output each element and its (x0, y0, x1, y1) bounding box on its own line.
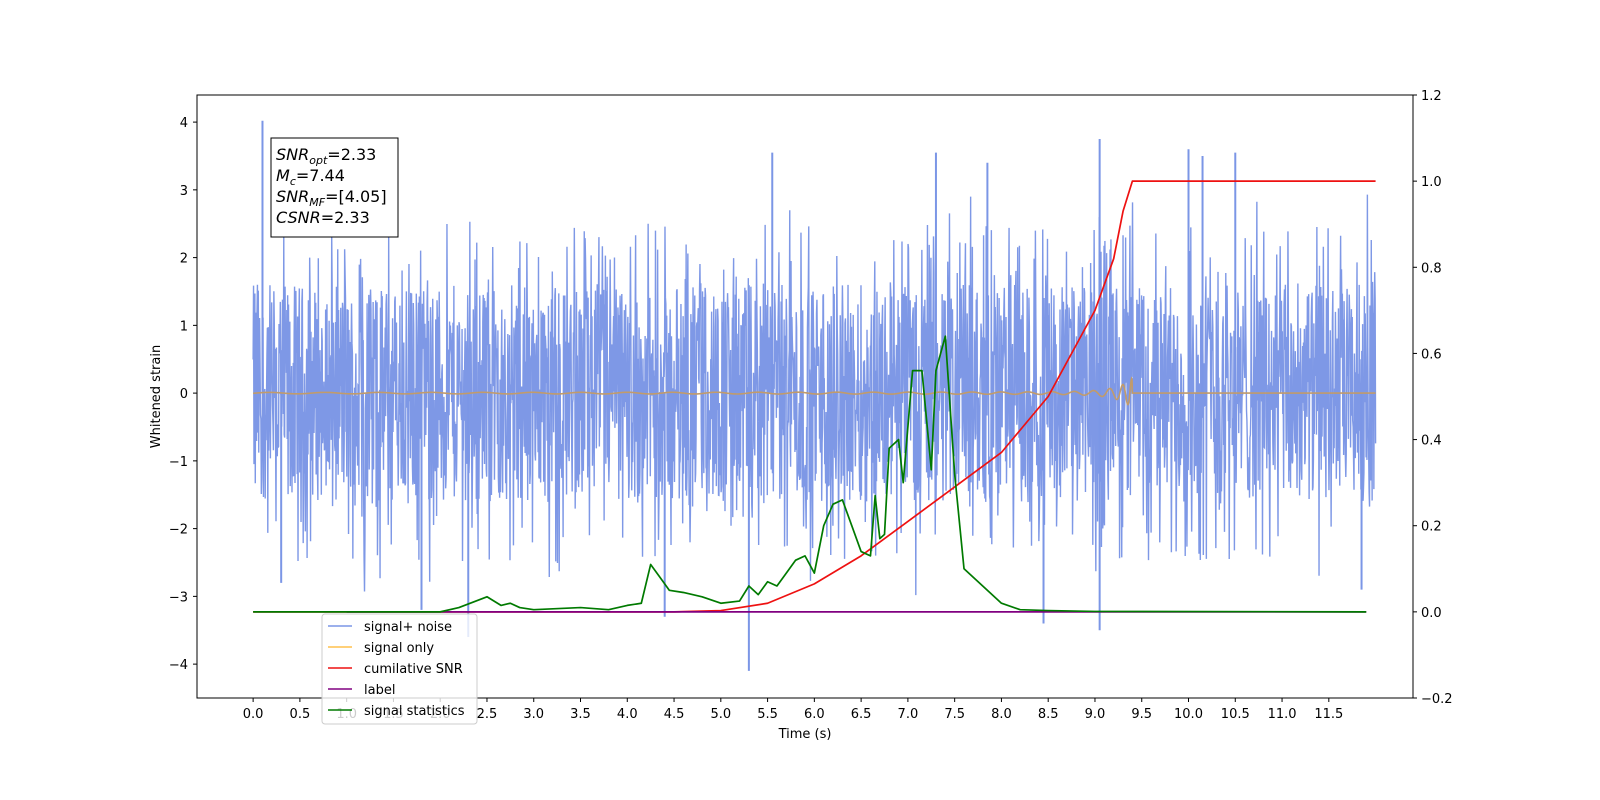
y-tick-label: 4 (180, 116, 188, 131)
series-signal-statistics (253, 335, 1367, 613)
x-tick-label: 0.5 (290, 707, 311, 722)
annotation-line: Mc=7.44 (276, 166, 345, 188)
y-axis-label: Whitened strain (149, 345, 164, 448)
y2-tick-label: 1.0 (1421, 175, 1442, 190)
x-tick-label: 8.0 (991, 707, 1012, 722)
x-tick-label: 9.0 (1085, 707, 1106, 722)
legend-label: signal only (364, 641, 434, 656)
y-tick-label: −3 (169, 590, 188, 605)
y2-tick-label: 0.2 (1421, 520, 1442, 535)
y-tick-label: 0 (180, 387, 188, 402)
x-tick-label: 4.5 (664, 707, 685, 722)
legend-label: signal+ noise (364, 620, 452, 635)
legend-label: label (364, 683, 395, 698)
y-tick-label: 3 (180, 184, 188, 199)
series-signal-noise (252, 194, 1377, 596)
y2-tick-label: −0.2 (1421, 692, 1453, 707)
plot-frame (196, 94, 1414, 699)
annotation-line: CSNR=2.33 (276, 208, 370, 227)
annotation-line: SNRopt=2.33 (276, 145, 376, 167)
y-tick-label: −2 (169, 523, 188, 538)
x-tick-label: 9.5 (1131, 707, 1152, 722)
series-signal-noise-peaks (261, 120, 1363, 671)
y-tick-label: 2 (180, 252, 188, 267)
legend-label: cumilative SNR (364, 662, 463, 677)
x-tick-label: 11.5 (1314, 707, 1343, 722)
x-tick-label: 3.0 (523, 707, 544, 722)
x-axis-label: Time (s) (778, 727, 832, 742)
x-tick-label: 10.5 (1221, 707, 1250, 722)
y2-tick-label: 0.6 (1421, 347, 1442, 362)
x-tick-label: 8.5 (1038, 707, 1059, 722)
x-tick-label: 0.0 (243, 707, 264, 722)
x-tick-label: 10.0 (1174, 707, 1203, 722)
legend: signal+ noise signal only cumilative SNR la… (321, 613, 478, 725)
y-axis-right: −0.2 0.0 0.2 0.4 0.6 0.8 1.0 1.2 (1413, 89, 1453, 707)
x-tick-label: 5.5 (757, 707, 778, 722)
y2-tick-label: 0.8 (1421, 261, 1442, 276)
y2-tick-label: 0.0 (1421, 606, 1442, 621)
annotation-frame (270, 137, 399, 238)
x-tick-label: 6.5 (851, 707, 872, 722)
x-tick-label: 6.0 (804, 707, 825, 722)
x-tick-label: 7.5 (944, 707, 965, 722)
x-tick-label: 3.5 (570, 707, 591, 722)
y2-tick-label: 0.4 (1421, 434, 1442, 449)
y-tick-label: −1 (169, 455, 188, 470)
y2-tick-label: 1.2 (1421, 89, 1442, 104)
x-tick-label: 11.0 (1268, 707, 1297, 722)
y-tick-label: 1 (180, 319, 188, 334)
y-axis-left: −4 −3 −2 −1 0 1 2 3 4 (169, 116, 197, 673)
x-tick-label: 7.0 (898, 707, 919, 722)
x-tick-label: 4.0 (617, 707, 638, 722)
x-tick-label: 2.5 (477, 707, 498, 722)
x-axis: 0.00.51.01.52.02.53.03.54.04.55.05.56.06… (243, 698, 1343, 722)
legend-label: signal statistics (364, 704, 465, 719)
annotation-line: SNRMF=[4.05] (276, 187, 387, 209)
series-signal-only (253, 376, 1376, 406)
series-layer (252, 120, 1377, 671)
y-tick-label: −4 (169, 658, 188, 673)
legend-frame (321, 613, 478, 725)
x-tick-label: 5.0 (710, 707, 731, 722)
